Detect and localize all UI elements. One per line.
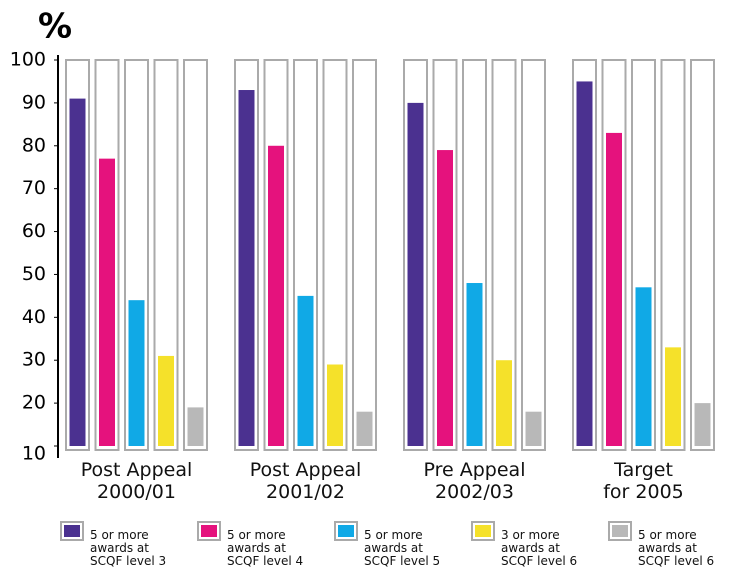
- bar-track: [572, 59, 597, 451]
- bar-track: [403, 59, 428, 451]
- y-tick-label: 10: [22, 443, 46, 465]
- bar: [437, 150, 453, 447]
- bar-track: [491, 59, 517, 451]
- bar-track: [631, 59, 656, 451]
- y-axis-label: %: [38, 7, 72, 47]
- bar-track: [234, 59, 259, 451]
- bar: [69, 98, 86, 446]
- x-tick-label: Post Appeal 2000/01: [80, 459, 193, 503]
- bar-track: [432, 59, 458, 451]
- x-tick-label: Target for 2005: [603, 459, 684, 503]
- bar-track: [293, 59, 318, 451]
- legend-label: 5 or more awards at SCQF level 3: [90, 528, 167, 568]
- y-tick-label: 30: [22, 349, 46, 371]
- legend-swatch: [608, 521, 632, 541]
- bar-track: [153, 59, 179, 451]
- y-tick-label: 80: [22, 134, 46, 156]
- legend-swatch: [334, 521, 358, 541]
- bar-track: [601, 59, 627, 451]
- bar-track: [660, 59, 686, 451]
- bar: [238, 90, 255, 447]
- legend-swatch: [197, 521, 221, 541]
- bar-track: [263, 59, 289, 451]
- bar: [635, 287, 652, 446]
- legend-swatch: [471, 521, 495, 541]
- legend-label: 3 or more awards at SCQF level 6: [501, 528, 578, 568]
- legend-label: 5 or more awards at SCQF level 4: [227, 528, 304, 568]
- bar: [327, 364, 343, 446]
- y-tick-label: 90: [22, 91, 46, 113]
- bar: [665, 347, 681, 446]
- bar-track: [352, 59, 377, 451]
- bar-track: [183, 59, 208, 451]
- bar: [99, 158, 115, 446]
- bar: [525, 411, 542, 446]
- bar: [356, 411, 373, 446]
- y-tick-label: 50: [22, 263, 46, 285]
- bar: [158, 355, 174, 446]
- legend-label: 5 or more awards at SCQF level 6: [638, 528, 715, 568]
- bar-track: [124, 59, 149, 451]
- bar: [268, 145, 284, 446]
- bar: [576, 81, 593, 446]
- bar-track: [690, 59, 715, 451]
- bar: [606, 132, 622, 446]
- bar-track: [94, 59, 120, 451]
- bar: [694, 403, 711, 446]
- bar-track: [521, 59, 546, 451]
- bar: [466, 283, 483, 446]
- y-tick-label: 40: [22, 306, 46, 328]
- bar: [128, 300, 145, 446]
- y-tick-label: 60: [22, 220, 46, 242]
- bar: [187, 407, 204, 446]
- y-tick-label: 70: [22, 177, 46, 199]
- x-tick-label: Pre Appeal 2002/03: [423, 459, 526, 503]
- bar-track: [65, 59, 90, 451]
- bar-track: [462, 59, 487, 451]
- bar-track: [322, 59, 348, 451]
- bar: [297, 295, 314, 446]
- bar: [407, 102, 424, 446]
- bar: [496, 360, 512, 446]
- y-tick-label: 100: [10, 49, 46, 71]
- legend-swatch: [60, 521, 84, 541]
- legend-label: 5 or more awards at SCQF level 5: [364, 528, 441, 568]
- y-tick-label: 20: [22, 392, 46, 414]
- x-tick-label: Post Appeal 2001/02: [249, 459, 362, 503]
